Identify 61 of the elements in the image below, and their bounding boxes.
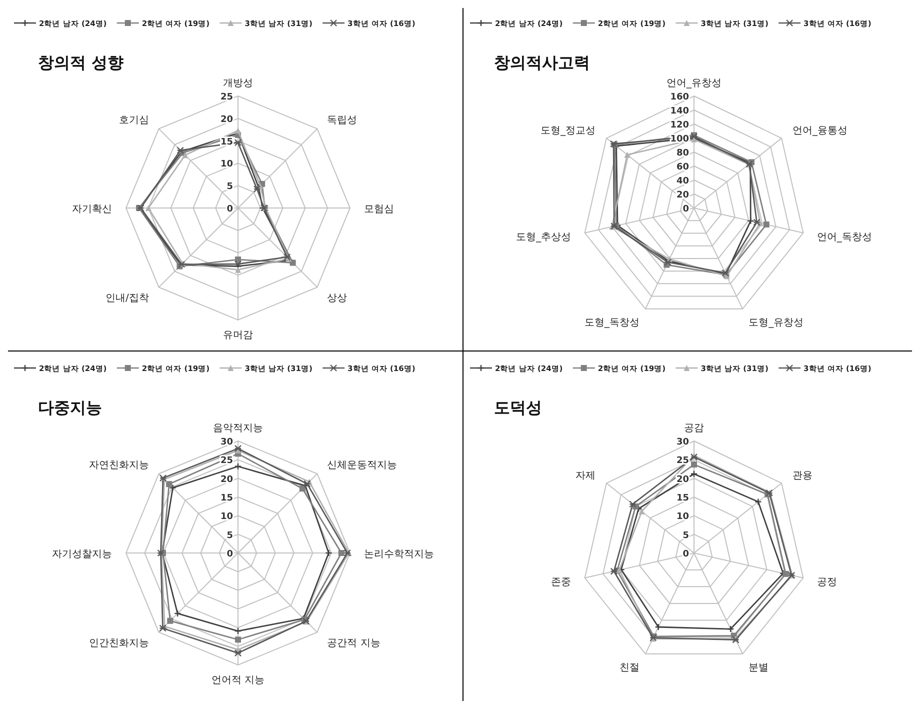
- spoke-label: 분별: [748, 662, 769, 674]
- spoke-label: 공감: [684, 423, 704, 434]
- spoke-label: 친절: [619, 662, 640, 674]
- spoke-label: 언어_융통성: [792, 125, 848, 136]
- y-tick-label: 25: [676, 456, 689, 466]
- spoke-label: 음악적지능: [213, 423, 263, 434]
- y-tick-label: 20: [676, 190, 689, 200]
- text: 창의적사고력: [494, 53, 590, 72]
- y-tick-label: 140: [670, 106, 689, 116]
- spoke-label: 개방성: [223, 78, 253, 89]
- y-tick-label: 25: [220, 92, 233, 102]
- spoke-label: 도형_독창성: [584, 318, 640, 329]
- spoke-label: 상상: [327, 293, 348, 304]
- y-tick-label: 5: [682, 530, 689, 541]
- y-tick-label: 0: [682, 550, 689, 560]
- y-tick-label: 160: [670, 92, 689, 102]
- spoke-label: 유머감: [223, 330, 253, 341]
- spoke-label: 신체운동적지능: [327, 460, 398, 471]
- spoke-label: 언어적 지능: [211, 675, 265, 686]
- y-tick-label: 0: [226, 204, 233, 214]
- text: 창의적 성향: [38, 53, 124, 72]
- spoke-label: 논리수학적지능: [364, 549, 434, 560]
- y-tick-label: 20: [220, 474, 233, 485]
- y-tick-label: 0: [226, 550, 233, 560]
- spoke-label: 모험심: [364, 204, 394, 215]
- spoke-label: 관용: [792, 470, 813, 482]
- y-tick-label: 120: [670, 120, 689, 130]
- spoke-label: 언어_독창성: [816, 232, 872, 244]
- y-tick-label: 10: [676, 512, 689, 522]
- spoke-label: 자연친화지능: [88, 460, 149, 471]
- text: 다중지능: [38, 398, 102, 417]
- y-tick-label: 25: [220, 456, 233, 466]
- spoke-label: 인내/집착: [106, 293, 149, 304]
- spoke-label: 자기확신: [72, 204, 112, 215]
- y-tick-label: 10: [220, 512, 233, 522]
- spoke-label: 호기심: [118, 114, 149, 126]
- spoke-label: 인간친화지능: [88, 638, 149, 650]
- y-tick-label: 40: [676, 176, 689, 186]
- spoke-label: 도형_정교성: [540, 125, 596, 136]
- y-tick-label: 80: [676, 148, 689, 158]
- spoke-label: 자제: [575, 470, 596, 482]
- y-tick-label: 0: [682, 204, 689, 214]
- spoke-label: 공간적 지능: [327, 638, 380, 650]
- spoke-label: 언어_유창성: [666, 78, 722, 89]
- text: 도덕성: [494, 398, 542, 417]
- y-tick-label: 5: [226, 182, 233, 192]
- y-tick-label: 100: [670, 134, 689, 144]
- spoke-label: 독립성: [327, 114, 358, 126]
- y-tick-label: 60: [676, 162, 689, 172]
- y-tick-label: 15: [676, 494, 689, 504]
- spoke-label: 도형_추상성: [516, 232, 572, 244]
- spoke-label: 도형_유창성: [748, 318, 804, 329]
- spoke-label: 존중: [551, 577, 572, 588]
- y-tick-label: 5: [226, 530, 233, 541]
- spoke-label: 공정: [816, 577, 837, 588]
- y-tick-label: 10: [220, 160, 233, 170]
- spoke-label: 자기성찰지능: [52, 549, 112, 560]
- y-tick-label: 30: [676, 438, 689, 448]
- y-tick-label: 15: [220, 494, 233, 504]
- y-tick-label: 30: [220, 438, 233, 448]
- y-tick-label: 20: [220, 114, 233, 125]
